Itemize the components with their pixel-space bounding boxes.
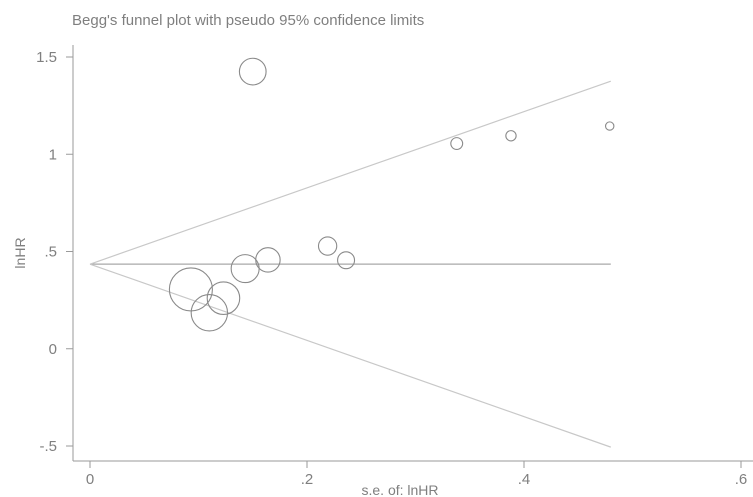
x-axis-ticks: 0 .2 .4 .6 — [86, 461, 747, 488]
funnel-lines — [89, 80, 611, 448]
study-point — [505, 130, 517, 142]
study-point — [337, 251, 356, 270]
x-tick-label: .4 — [518, 471, 531, 488]
study-point — [238, 57, 267, 86]
y-tick-label: 1 — [49, 146, 57, 163]
lower-confidence-limit — [89, 263, 611, 448]
y-tick-label: -.5 — [39, 438, 57, 455]
x-tick-label: .6 — [735, 471, 748, 488]
study-point — [604, 121, 615, 131]
study-points — [168, 57, 615, 332]
y-tick-label: .5 — [44, 244, 57, 261]
x-tick-label: 0 — [86, 471, 94, 488]
study-point — [450, 137, 464, 151]
y-axis-ticks: -.5 0 .5 1 1.5 — [36, 49, 73, 455]
chart-title: Begg's funnel plot with pseudo 95% confi… — [72, 12, 424, 29]
study-point — [206, 281, 241, 315]
study-point — [230, 254, 260, 284]
y-tick-label: 0 — [49, 341, 57, 358]
y-axis-title: lnHR — [12, 237, 28, 268]
study-point — [168, 267, 213, 312]
x-tick-label: .2 — [301, 471, 314, 488]
upper-confidence-limit — [89, 80, 611, 265]
axes — [72, 45, 753, 462]
y-tick-label: 1.5 — [36, 49, 57, 66]
study-point — [190, 294, 229, 332]
x-axis-title: s.e. of: lnHR — [361, 482, 438, 497]
study-point — [317, 236, 338, 256]
